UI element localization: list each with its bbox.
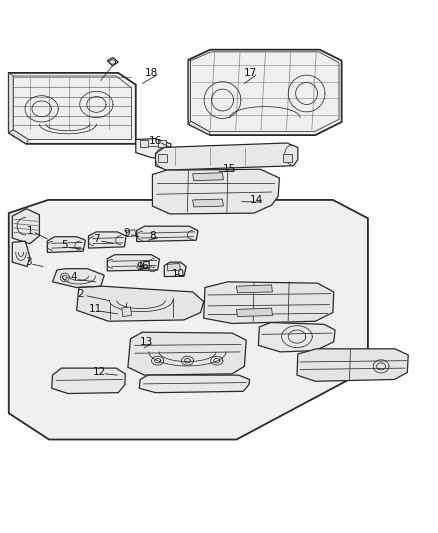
Polygon shape	[122, 307, 131, 317]
Polygon shape	[140, 261, 150, 269]
Polygon shape	[77, 286, 204, 321]
Polygon shape	[47, 237, 85, 253]
Polygon shape	[136, 139, 171, 158]
Text: 2: 2	[78, 289, 85, 298]
Polygon shape	[167, 263, 180, 271]
Polygon shape	[126, 230, 136, 237]
Polygon shape	[188, 60, 191, 124]
Text: 15: 15	[223, 164, 236, 174]
Polygon shape	[164, 262, 186, 277]
Polygon shape	[107, 255, 159, 271]
Polygon shape	[155, 143, 298, 170]
Polygon shape	[258, 322, 335, 352]
Text: 17: 17	[244, 68, 257, 78]
Polygon shape	[107, 58, 118, 66]
Polygon shape	[158, 154, 167, 162]
Polygon shape	[13, 76, 131, 140]
Text: 8: 8	[149, 231, 156, 241]
Polygon shape	[297, 349, 408, 381]
Text: 4: 4	[70, 272, 77, 282]
Text: 1: 1	[26, 225, 33, 236]
Polygon shape	[188, 121, 210, 135]
Polygon shape	[128, 332, 246, 375]
Polygon shape	[9, 200, 368, 440]
Text: 13: 13	[140, 337, 153, 347]
Polygon shape	[158, 140, 166, 147]
Text: 3: 3	[25, 257, 32, 267]
Polygon shape	[188, 50, 342, 135]
Polygon shape	[52, 368, 125, 393]
Polygon shape	[191, 52, 339, 132]
Polygon shape	[193, 199, 223, 207]
Polygon shape	[122, 307, 131, 316]
Polygon shape	[12, 209, 39, 244]
Text: 5: 5	[61, 240, 68, 251]
Polygon shape	[139, 375, 250, 393]
Polygon shape	[9, 73, 136, 144]
Text: 6: 6	[141, 261, 148, 271]
Polygon shape	[12, 241, 30, 266]
Text: 14: 14	[250, 195, 263, 205]
Text: 9: 9	[137, 262, 144, 271]
Text: 12: 12	[93, 367, 106, 377]
Polygon shape	[137, 226, 198, 241]
Polygon shape	[53, 269, 104, 287]
Polygon shape	[9, 73, 13, 133]
Text: 11: 11	[89, 304, 102, 314]
Text: 9: 9	[124, 228, 131, 238]
Polygon shape	[204, 282, 334, 324]
Polygon shape	[140, 140, 148, 147]
Polygon shape	[88, 232, 126, 248]
Polygon shape	[152, 169, 279, 214]
Polygon shape	[193, 173, 223, 181]
Polygon shape	[9, 130, 28, 144]
Text: 10: 10	[172, 269, 185, 279]
Text: 7: 7	[93, 234, 100, 244]
Text: 18: 18	[145, 68, 158, 78]
Polygon shape	[283, 154, 292, 162]
Text: 16: 16	[149, 136, 162, 146]
Polygon shape	[237, 285, 272, 293]
Polygon shape	[237, 308, 272, 317]
